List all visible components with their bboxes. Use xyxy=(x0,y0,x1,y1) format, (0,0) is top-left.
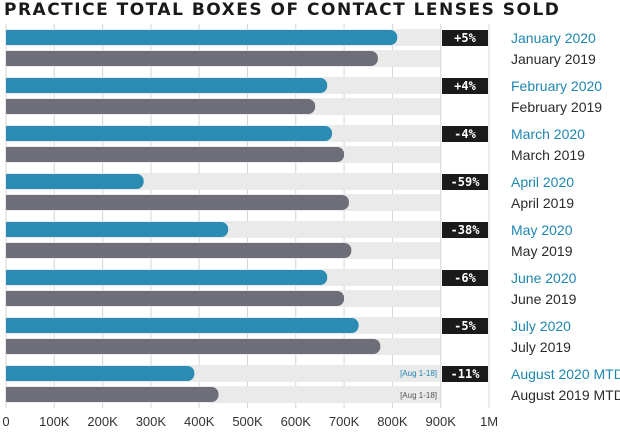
label-2020: May 2020 xyxy=(511,222,573,238)
change-badge xyxy=(442,222,488,238)
bar-2019 xyxy=(6,147,345,162)
bar-2020-start xyxy=(6,174,16,189)
bar-2020 xyxy=(6,174,144,189)
change-badge xyxy=(442,270,488,286)
x-tick-label: 0 xyxy=(2,414,9,429)
chart-title: PRACTICE TOTAL BOXES OF CONTACT LENSES S… xyxy=(4,0,561,20)
label-2020: March 2020 xyxy=(511,126,585,142)
change-label: -5% xyxy=(454,319,476,333)
bar-2019-start xyxy=(6,291,16,306)
change-label: -38% xyxy=(451,223,481,237)
bar-2019-start xyxy=(6,51,16,66)
x-tick-label: 100K xyxy=(39,414,70,429)
label-2019: January 2019 xyxy=(511,51,596,67)
label-2020: July 2020 xyxy=(511,318,571,334)
change-label: +4% xyxy=(454,79,476,93)
change-label: -4% xyxy=(454,127,476,141)
change-label: -6% xyxy=(454,271,476,285)
note-2020: [Aug 1-18] xyxy=(400,369,437,378)
bar-2020-start xyxy=(6,30,16,45)
bar-2020-start xyxy=(6,270,16,285)
bar-2019-start xyxy=(6,387,16,402)
bar-2019-start xyxy=(6,99,16,114)
bar-2019 xyxy=(6,387,219,402)
label-2019: February 2019 xyxy=(511,99,602,115)
x-tick-label: 900K xyxy=(426,414,457,429)
x-tick-label: 200K xyxy=(87,414,118,429)
x-tick-label: 400K xyxy=(184,414,215,429)
note-2019: [Aug 1-18] xyxy=(400,391,437,400)
bar-2020-start xyxy=(6,126,16,141)
x-tick-label: 500K xyxy=(232,414,263,429)
x-tick-label: 300K xyxy=(136,414,167,429)
bar-2019 xyxy=(6,195,349,210)
bar-2019 xyxy=(6,243,352,258)
label-2019: March 2019 xyxy=(511,147,585,163)
bar-2019-start xyxy=(6,147,16,162)
change-badge xyxy=(442,318,488,334)
change-badge xyxy=(442,126,488,142)
bar-2020 xyxy=(6,366,195,381)
label-2020: June 2020 xyxy=(511,270,577,286)
change-badge xyxy=(442,366,488,382)
bar-2020 xyxy=(6,222,229,237)
label-2019: August 2019 MTD xyxy=(511,387,620,403)
bar-2020 xyxy=(6,318,359,333)
bar-2020-start xyxy=(6,318,16,333)
change-label: +5% xyxy=(454,31,476,45)
label-2019: May 2019 xyxy=(511,243,573,259)
x-tick-label: 1M xyxy=(480,414,498,429)
bar-2020-start xyxy=(6,366,16,381)
label-2019: June 2019 xyxy=(511,291,577,307)
bar-2020-start xyxy=(6,78,16,93)
bar-2020 xyxy=(6,126,333,141)
bar-2019-start xyxy=(6,195,16,210)
x-tick-label: 800K xyxy=(377,414,408,429)
change-label: -59% xyxy=(451,175,481,189)
label-2019: July 2019 xyxy=(511,339,571,355)
bar-2020-start xyxy=(6,222,16,237)
bar-2019-start xyxy=(6,243,16,258)
change-badge xyxy=(442,30,488,46)
label-2019: April 2019 xyxy=(511,195,574,211)
bar-2019 xyxy=(6,291,345,306)
bar-2020 xyxy=(6,270,328,285)
change-label: -11% xyxy=(451,367,481,381)
bar-2019 xyxy=(6,339,381,354)
change-badge xyxy=(442,78,488,94)
bar-2020 xyxy=(6,30,398,45)
label-2020: August 2020 MTD xyxy=(511,366,620,382)
x-tick-label: 700K xyxy=(329,414,360,429)
bar-2019-start xyxy=(6,339,16,354)
x-tick-label: 600K xyxy=(281,414,312,429)
label-2020: January 2020 xyxy=(511,30,596,46)
bar-2020 xyxy=(6,78,328,93)
label-2020: April 2020 xyxy=(511,174,574,190)
change-badge xyxy=(442,174,488,190)
label-2020: February 2020 xyxy=(511,78,602,94)
bar-2019 xyxy=(6,99,316,114)
bar-2019 xyxy=(6,51,378,66)
